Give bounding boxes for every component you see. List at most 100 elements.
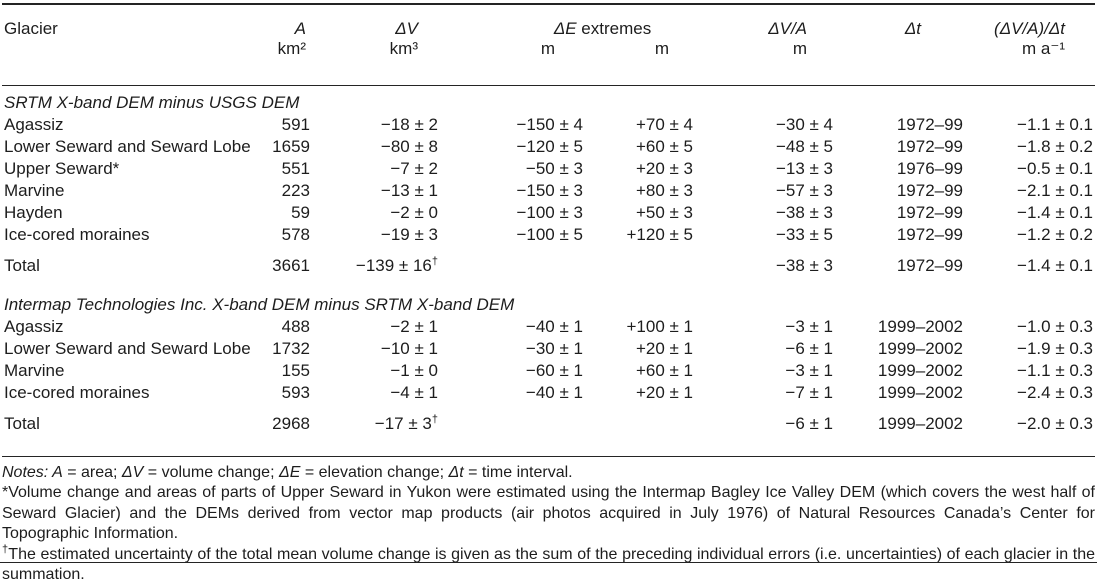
cell-total-area: 2968 bbox=[272, 414, 310, 433]
section-header-srtm-minus-usgs: SRTM X-band DEM minus USGS DEM bbox=[2, 86, 1095, 115]
col-header-rate: (ΔV/A)/Δt bbox=[994, 19, 1066, 38]
cell-total-delta-t: 1972–99 bbox=[896, 256, 964, 275]
cell-delta-e-max: +100 ± 1 bbox=[626, 317, 694, 336]
cell-empty bbox=[585, 246, 695, 278]
cell-delta-t: 1972–99 bbox=[896, 225, 964, 244]
cell-total-rate: −1.4 ± 0.1 bbox=[1017, 256, 1094, 275]
cell-delta-t: 1972–99 bbox=[896, 137, 964, 156]
cell-delta-e-min: −150 ± 3 bbox=[516, 181, 583, 200]
cell-glacier: Upper Seward* bbox=[4, 159, 120, 178]
cell-delta-e-max: +80 ± 3 bbox=[635, 181, 694, 200]
cell-empty bbox=[585, 404, 695, 457]
cell-total-label: Total bbox=[4, 256, 40, 275]
cell-area: 59 bbox=[291, 203, 310, 222]
col-header-delta-t: Δt bbox=[904, 19, 922, 38]
cell-area: 488 bbox=[281, 317, 310, 336]
cell-delta-e-max: +60 ± 1 bbox=[635, 361, 694, 380]
cell-rate: −1.4 ± 0.1 bbox=[1017, 203, 1094, 222]
cell-delta-v-over-a: −57 ± 3 bbox=[775, 181, 834, 200]
unit-area: km² bbox=[242, 39, 312, 86]
table-row: Ice-cored moraines 578 −19 ± 3 −100 ± 5 … bbox=[2, 224, 1095, 246]
cell-area: 551 bbox=[281, 159, 310, 178]
cell-delta-v-over-a: −6 ± 1 bbox=[785, 339, 834, 358]
glacier-volume-change-table: Glacier A ΔV ΔE extremes ΔV/A Δt (ΔV/A)/… bbox=[2, 3, 1096, 457]
table-body: SRTM X-band DEM minus USGS DEM Agassiz 5… bbox=[2, 86, 1095, 457]
header-row-labels: Glacier A ΔV ΔE extremes ΔV/A Δt (ΔV/A)/… bbox=[2, 4, 1095, 39]
table-header: Glacier A ΔV ΔE extremes ΔV/A Δt (ΔV/A)/… bbox=[2, 4, 1096, 86]
cell-total-area: 3661 bbox=[272, 256, 310, 275]
cell-empty bbox=[440, 246, 585, 278]
col-header-delta-v: ΔV bbox=[395, 19, 418, 38]
cell-area: 155 bbox=[281, 361, 310, 380]
col-header-delta-v-over-a: ΔV/A bbox=[768, 19, 808, 38]
cell-total-delta-v-over-a: −38 ± 3 bbox=[775, 256, 834, 275]
cell-glacier: Agassiz bbox=[4, 115, 64, 134]
cell-delta-t: 1999–2002 bbox=[877, 339, 964, 358]
header-row-units: km² km³ m m m m a⁻¹ bbox=[2, 39, 1096, 86]
cell-delta-e-max: +120 ± 5 bbox=[626, 225, 694, 244]
cell-area: 1659 bbox=[272, 137, 310, 156]
table-row: Agassiz 591 −18 ± 2 −150 ± 4 +70 ± 4 −30… bbox=[2, 114, 1095, 136]
cell-delta-e-max: +20 ± 1 bbox=[635, 339, 694, 358]
cell-delta-v: −18 ± 2 bbox=[380, 115, 438, 134]
table-row: Agassiz 488 −2 ± 1 −40 ± 1 +100 ± 1 −3 ±… bbox=[2, 316, 1095, 338]
unit-delta-e-min: m bbox=[440, 39, 585, 86]
cell-delta-t: 1972–99 bbox=[896, 181, 964, 200]
cell-delta-v-over-a: −30 ± 4 bbox=[775, 115, 834, 134]
cell-glacier: Marvine bbox=[4, 361, 65, 380]
cell-delta-e-max: +60 ± 5 bbox=[635, 137, 694, 156]
cell-rate: −1.9 ± 0.3 bbox=[1017, 339, 1094, 358]
unit-blank bbox=[2, 39, 242, 86]
table-row: Marvine 155 −1 ± 0 −60 ± 1 +60 ± 1 −3 ± … bbox=[2, 360, 1095, 382]
cell-delta-v-over-a: −13 ± 3 bbox=[775, 159, 834, 178]
cell-area: 578 bbox=[281, 225, 310, 244]
cell-delta-e-min: −100 ± 5 bbox=[516, 225, 583, 244]
col-header-area: A bbox=[294, 19, 306, 38]
cell-delta-t: 1999–2002 bbox=[877, 317, 964, 336]
cell-area: 591 bbox=[281, 115, 310, 134]
cell-rate: −1.0 ± 0.3 bbox=[1017, 317, 1094, 336]
cell-glacier: Agassiz bbox=[4, 317, 64, 336]
cell-delta-e-min: −40 ± 1 bbox=[525, 317, 583, 336]
cell-delta-v: −4 ± 1 bbox=[390, 383, 438, 402]
bottom-rule bbox=[0, 562, 1097, 563]
unit-delta-t-blank bbox=[835, 39, 966, 86]
table-notes: Notes: A = area; ΔV = volume change; ΔE … bbox=[2, 457, 1095, 585]
cell-empty bbox=[440, 404, 585, 457]
section-title: Intermap Technologies Inc. X-band DEM mi… bbox=[4, 295, 515, 314]
cell-rate: −2.4 ± 0.3 bbox=[1017, 383, 1094, 402]
cell-delta-v: −80 ± 8 bbox=[380, 137, 438, 156]
table-row: Lower Seward and Seward Lobe 1659 −80 ± … bbox=[2, 136, 1095, 158]
cell-total-rate: −2.0 ± 0.3 bbox=[1017, 414, 1094, 433]
cell-delta-e-max: +20 ± 1 bbox=[635, 383, 694, 402]
cell-delta-e-max: +50 ± 3 bbox=[635, 203, 694, 222]
note-asterisk: *Volume change and areas of parts of Upp… bbox=[2, 484, 1095, 543]
cell-area: 1732 bbox=[272, 339, 310, 358]
cell-delta-t: 1999–2002 bbox=[877, 383, 964, 402]
cell-delta-e-min: −120 ± 5 bbox=[516, 137, 583, 156]
cell-delta-v: −2 ± 0 bbox=[390, 203, 438, 222]
cell-rate: −1.2 ± 0.2 bbox=[1017, 225, 1094, 244]
cell-area: 223 bbox=[281, 181, 310, 200]
cell-delta-e-max: +20 ± 3 bbox=[635, 159, 694, 178]
cell-rate: −1.1 ± 0.3 bbox=[1017, 361, 1094, 380]
unit-delta-e-max: m bbox=[585, 39, 696, 86]
cell-delta-v-over-a: −38 ± 3 bbox=[775, 203, 834, 222]
cell-total-delta-v: −139 ± 16† bbox=[355, 255, 438, 275]
col-header-glacier: Glacier bbox=[4, 19, 58, 38]
cell-total-label: Total bbox=[4, 414, 40, 433]
note-dagger: †The estimated uncertainty of the total … bbox=[2, 543, 1095, 584]
cell-delta-v-over-a: −7 ± 1 bbox=[785, 383, 834, 402]
cell-area: 593 bbox=[281, 383, 310, 402]
cell-delta-v-over-a: −33 ± 5 bbox=[775, 225, 834, 244]
cell-rate: −1.8 ± 0.2 bbox=[1017, 137, 1094, 156]
cell-glacier: Ice-cored moraines bbox=[4, 383, 150, 402]
table-row: Marvine 223 −13 ± 1 −150 ± 3 +80 ± 3 −57… bbox=[2, 180, 1095, 202]
cell-delta-t: 1972–99 bbox=[896, 115, 964, 134]
cell-rate: −2.1 ± 0.1 bbox=[1017, 181, 1094, 200]
cell-delta-v: −2 ± 1 bbox=[390, 317, 438, 336]
cell-delta-v: −10 ± 1 bbox=[380, 339, 438, 358]
cell-delta-v-over-a: −3 ± 1 bbox=[785, 317, 834, 336]
cell-delta-e-min: −50 ± 3 bbox=[525, 159, 583, 178]
cell-delta-e-max: +70 ± 4 bbox=[635, 115, 694, 134]
